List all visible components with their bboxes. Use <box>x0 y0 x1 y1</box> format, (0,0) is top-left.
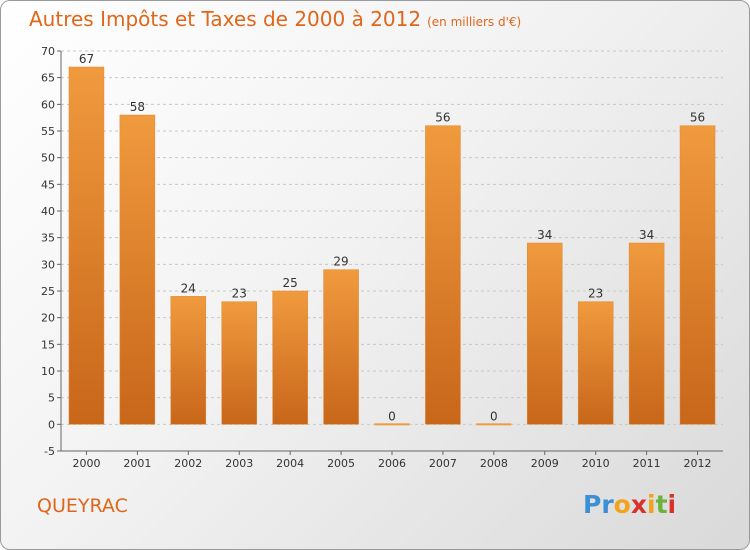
x-tick-label: 2011 <box>633 457 661 470</box>
bar <box>68 66 105 425</box>
y-tick-label: 50 <box>41 152 55 165</box>
y-tick-label: 10 <box>41 365 55 378</box>
bar <box>323 269 359 425</box>
logo-letter: i <box>647 490 656 519</box>
x-tick-label: 2006 <box>378 457 406 470</box>
y-tick-label: 15 <box>41 338 55 351</box>
data-label: 67 <box>79 52 94 66</box>
y-tick-label: 55 <box>41 125 55 138</box>
logo-letter: x <box>630 490 647 519</box>
x-tick-label: 2000 <box>72 457 100 470</box>
title-text: Autres Impôts et Taxes de 2000 à 2012 <box>29 7 422 31</box>
data-label: 56 <box>435 111 450 125</box>
y-tick-label: 35 <box>41 232 55 245</box>
logo-letter: i <box>667 490 677 519</box>
bar <box>628 242 665 425</box>
chart-subtitle: (en milliers d'€) <box>427 15 522 29</box>
logo-letter: t <box>655 490 668 519</box>
chart-title: Autres Impôts et Taxes de 2000 à 2012 (en… <box>29 7 521 31</box>
data-label: 23 <box>232 287 247 301</box>
bar <box>374 423 410 426</box>
y-tick-label: 0 <box>48 418 55 431</box>
data-label: 58 <box>130 100 145 114</box>
data-label: 34 <box>639 228 654 242</box>
data-label: 56 <box>690 111 705 125</box>
bar <box>527 242 563 425</box>
y-tick-label: 40 <box>41 205 55 218</box>
y-tick-label: -5 <box>44 445 55 458</box>
x-tick-label: 2005 <box>327 457 355 470</box>
data-label: 29 <box>333 255 348 269</box>
x-tick-label: 2004 <box>276 457 304 470</box>
y-tick-label: 60 <box>41 98 55 111</box>
logo-letter: P <box>583 490 602 519</box>
logo-letter: o <box>613 490 631 519</box>
bar <box>170 296 207 425</box>
y-tick-label: 5 <box>48 392 55 405</box>
proxiti-logo: Proxiti <box>583 490 676 519</box>
bar <box>272 290 308 425</box>
bar <box>679 125 716 425</box>
data-label: 0 <box>490 409 498 423</box>
data-label: 23 <box>588 287 603 301</box>
x-tick-label: 2008 <box>480 457 508 470</box>
y-tick-label: 65 <box>41 72 55 85</box>
x-tick-label: 2010 <box>582 457 610 470</box>
x-tick-label: 2001 <box>123 457 151 470</box>
y-tick-label: 30 <box>41 258 55 271</box>
bar <box>476 423 512 426</box>
data-label: 0 <box>388 409 396 423</box>
logo-letter: r <box>601 490 614 519</box>
x-tick-label: 2009 <box>531 457 559 470</box>
commune-name: QUEYRAC <box>37 495 128 517</box>
data-label: 34 <box>537 228 552 242</box>
y-tick-label: 45 <box>41 178 55 191</box>
bar <box>425 125 461 425</box>
x-tick-label: 2003 <box>225 457 253 470</box>
y-tick-label: 25 <box>41 285 55 298</box>
y-tick-label: 70 <box>41 45 55 58</box>
x-tick-label: 2012 <box>684 457 712 470</box>
bar <box>119 114 156 425</box>
data-label: 24 <box>181 281 196 295</box>
x-tick-label: 2007 <box>429 457 457 470</box>
y-tick-label: 20 <box>41 312 55 325</box>
bar <box>577 301 614 425</box>
x-tick-label: 2002 <box>174 457 202 470</box>
data-label: 25 <box>283 276 298 290</box>
bar <box>221 301 257 425</box>
